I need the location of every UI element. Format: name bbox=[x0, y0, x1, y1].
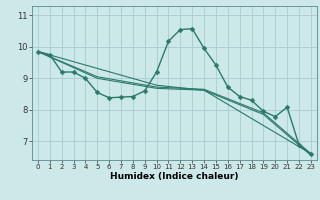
X-axis label: Humidex (Indice chaleur): Humidex (Indice chaleur) bbox=[110, 172, 239, 181]
